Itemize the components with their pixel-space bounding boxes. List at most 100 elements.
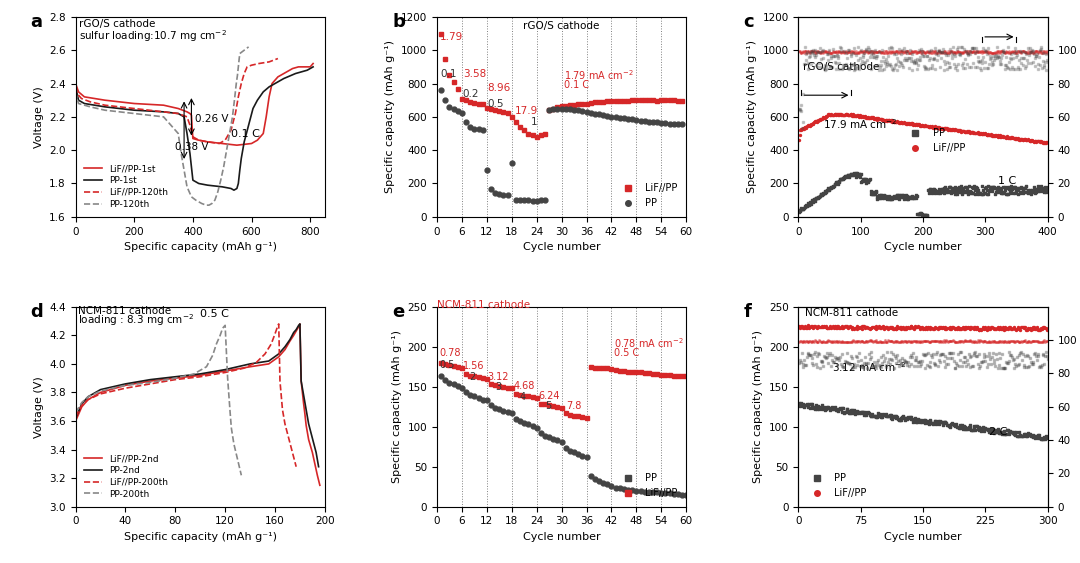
Point — [1008, 427, 1025, 436]
Point — [971, 48, 988, 57]
Point — [956, 47, 973, 56]
Point — [869, 114, 887, 123]
Point — [1022, 354, 1039, 363]
Point — [829, 110, 847, 119]
X-axis label: Cycle number: Cycle number — [523, 532, 600, 542]
Point — [927, 337, 944, 346]
Point — [865, 323, 882, 332]
Point — [998, 337, 1015, 346]
Point — [858, 178, 875, 187]
Point — [1024, 58, 1041, 67]
Point — [823, 403, 840, 412]
Point — [879, 323, 896, 332]
Point — [995, 47, 1012, 56]
Point — [842, 52, 860, 61]
Point — [847, 48, 864, 57]
Point — [970, 189, 987, 198]
Point — [1025, 48, 1042, 57]
Point — [1039, 182, 1056, 191]
Point — [996, 187, 1013, 196]
Point — [1001, 323, 1018, 332]
Point — [804, 337, 821, 346]
Point — [792, 324, 809, 333]
Point — [920, 48, 937, 57]
Point — [901, 337, 918, 346]
Point — [818, 113, 835, 122]
Point — [997, 322, 1014, 331]
Point — [968, 338, 985, 347]
Point — [795, 205, 812, 214]
Point — [1004, 323, 1022, 332]
Point — [999, 183, 1016, 192]
Point — [1038, 50, 1055, 59]
Point — [800, 48, 818, 57]
Point — [948, 126, 966, 135]
Point — [881, 194, 899, 203]
Point — [957, 127, 974, 136]
Point — [892, 50, 909, 59]
Point — [955, 337, 972, 346]
Point — [998, 48, 1015, 57]
Point — [960, 188, 977, 197]
Point — [957, 323, 974, 332]
Point — [915, 51, 932, 60]
Point — [960, 422, 977, 431]
Point — [948, 338, 966, 347]
Point — [872, 352, 889, 361]
Point — [926, 416, 943, 425]
Point — [1017, 432, 1035, 441]
Point — [1026, 337, 1043, 346]
Point — [825, 110, 842, 119]
Point — [988, 324, 1005, 333]
Point — [834, 110, 851, 119]
Point — [947, 61, 964, 70]
Point — [910, 323, 928, 332]
Point — [888, 190, 905, 199]
Point — [918, 417, 935, 426]
Point — [921, 47, 939, 56]
Point — [793, 125, 810, 134]
Point — [1023, 190, 1040, 199]
Point — [1029, 182, 1047, 191]
Point — [864, 48, 881, 57]
Point — [791, 208, 808, 217]
Point — [970, 325, 987, 334]
Point — [888, 50, 905, 59]
Point — [909, 357, 927, 366]
Point — [860, 113, 877, 122]
Point — [893, 354, 910, 363]
Point — [977, 338, 995, 347]
Point — [924, 47, 942, 56]
Point — [892, 46, 909, 55]
Point — [948, 422, 966, 431]
Point — [922, 324, 940, 333]
Point — [941, 182, 958, 191]
Point — [825, 338, 842, 347]
Point — [980, 131, 997, 140]
Point — [874, 193, 891, 202]
Point — [903, 65, 920, 74]
Point — [972, 128, 989, 137]
Point — [847, 111, 864, 120]
Point — [901, 48, 918, 57]
Point — [821, 336, 838, 345]
Point — [1001, 48, 1018, 57]
Point — [835, 337, 852, 346]
Point — [954, 189, 971, 198]
Point — [986, 131, 1003, 140]
Point — [964, 43, 982, 52]
Point — [896, 119, 914, 128]
Point — [1012, 431, 1029, 440]
Point — [792, 206, 809, 215]
Point — [918, 211, 935, 220]
Point — [835, 61, 852, 70]
Point — [811, 48, 828, 57]
Point — [987, 48, 1004, 57]
Point — [940, 421, 957, 430]
Point — [880, 411, 897, 420]
Point — [961, 363, 978, 372]
Point — [872, 63, 889, 72]
Point — [940, 337, 957, 346]
Point — [918, 350, 935, 359]
Point — [822, 110, 839, 119]
